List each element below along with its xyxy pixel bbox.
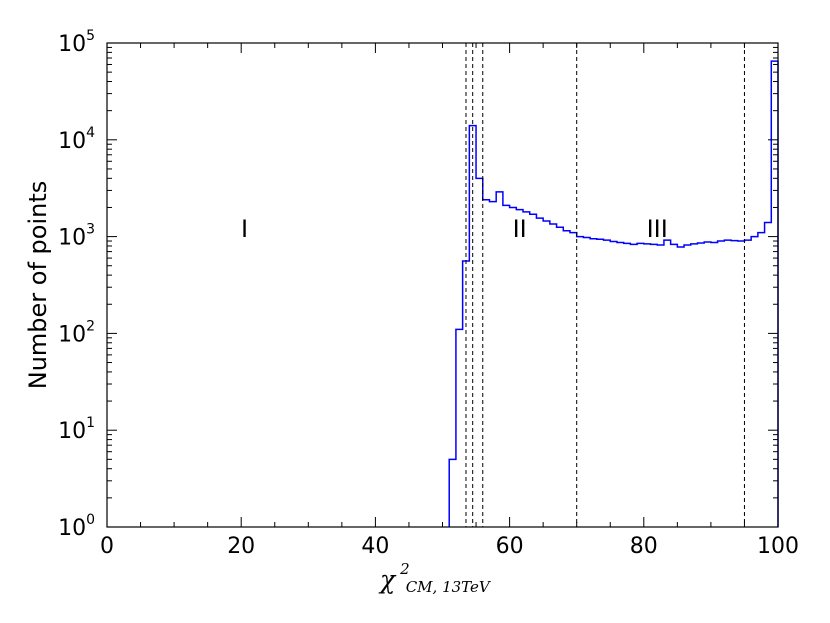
region-label-1: I — [241, 215, 248, 243]
y-tick-label-base: 10 — [58, 419, 86, 444]
region-label-2: II — [513, 215, 527, 243]
y-tick-label-base: 10 — [58, 129, 86, 154]
y-tick-label-exponent: 2 — [86, 318, 95, 334]
region-label-3: III — [647, 215, 668, 243]
x-tick-label: 0 — [100, 534, 114, 559]
x-tick-label: 60 — [496, 534, 524, 559]
x-tick-label: 80 — [630, 534, 658, 559]
y-tick-label: 102 — [58, 318, 95, 347]
y-tick-label: 103 — [58, 222, 95, 251]
y-tick-label-exponent: 4 — [86, 125, 95, 141]
plot-area: I II III — [241, 43, 779, 527]
y-tick-label-base: 10 — [58, 516, 86, 541]
y-tick-label-exponent: 1 — [86, 415, 95, 431]
axis-labels: Number of points χ 2 CM, 13TeV — [24, 181, 492, 596]
y-tick-label-base: 10 — [58, 322, 86, 347]
x-axis-title: χ 2 CM, 13TeV — [378, 560, 492, 596]
x-tick-label: 40 — [361, 534, 389, 559]
y-tick-label: 104 — [58, 125, 95, 154]
histogram-series-0 — [448, 60, 779, 527]
y-tick-label-base: 10 — [58, 226, 86, 251]
y-tick-label-exponent: 0 — [86, 512, 95, 528]
x-axis-title-symbol: χ — [378, 565, 397, 594]
x-axis-title-superscript: 2 — [399, 560, 410, 578]
x-tick-label: 20 — [227, 534, 255, 559]
x-tick-label: 100 — [757, 534, 799, 559]
y-tick-label: 100 — [58, 512, 95, 541]
plot-frame — [106, 42, 779, 528]
y-tick-label: 101 — [58, 415, 95, 444]
y-tick-label: 105 — [58, 28, 95, 57]
x-axis-title-subscript: CM, 13TeV — [406, 578, 492, 596]
y-tick-label-exponent: 3 — [86, 222, 95, 238]
y-tick-label-exponent: 5 — [86, 28, 95, 44]
y-axis-title: Number of points — [24, 181, 52, 390]
y-tick-label-base: 10 — [58, 32, 86, 57]
